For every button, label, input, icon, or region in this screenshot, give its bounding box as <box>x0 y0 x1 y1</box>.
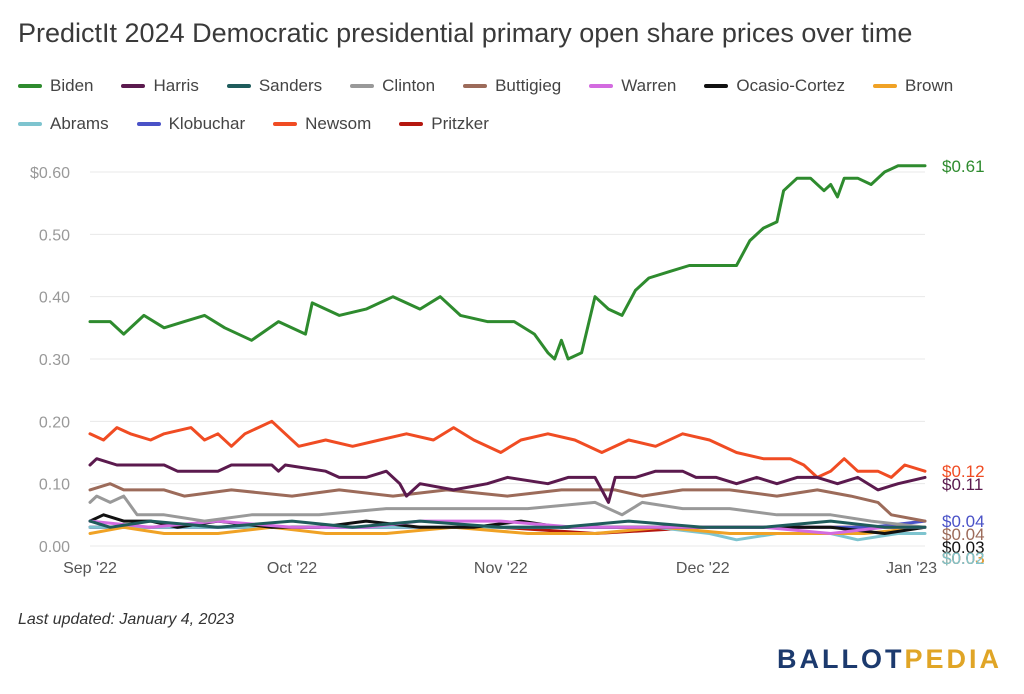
legend-swatch <box>399 122 424 126</box>
logo-part-pedia: PEDIA <box>904 644 1002 674</box>
series-line-clinton <box>88 494 927 529</box>
legend-item-pritzker: Pritzker <box>399 112 489 136</box>
x-tick-label: Oct '22 <box>267 560 317 577</box>
legend-item-abrams: Abrams <box>18 112 109 136</box>
end-label-klobuchar: $0.04 <box>942 512 985 531</box>
legend-swatch <box>704 84 729 88</box>
legend-label: Warren <box>621 76 677 95</box>
end-label-abrams: $0.02 <box>942 549 985 568</box>
legend-label: Abrams <box>50 114 109 133</box>
legend-label: Ocasio-Cortez <box>736 76 845 95</box>
legend-item-harris: Harris <box>121 74 199 98</box>
legend-swatch <box>873 84 897 88</box>
legend-swatch <box>226 84 251 88</box>
series-line-warren <box>88 519 927 535</box>
legend-label: Pritzker <box>431 114 489 133</box>
legend-item-klobuchar: Klobuchar <box>136 112 246 136</box>
series-line-newsom <box>88 419 927 479</box>
y-tick-label: 0.40 <box>39 290 70 307</box>
y-tick-label: 0.20 <box>39 414 70 431</box>
series-line-biden <box>88 164 927 361</box>
legend-label: Sanders <box>258 76 323 95</box>
series-line-sanders <box>88 519 927 529</box>
legend-item-warren: Warren <box>589 74 676 98</box>
x-tick-label: Jan '23 <box>886 560 937 577</box>
legend-swatch <box>350 84 375 88</box>
legend-label: Biden <box>50 76 94 95</box>
series-line-harris <box>88 457 927 504</box>
legend-label: Brown <box>905 76 954 95</box>
legend-swatch <box>18 84 42 88</box>
end-label-ocasio-cortez: $0.03 <box>942 538 985 557</box>
y-tick-label: 0.10 <box>39 477 70 494</box>
end-label-harris: $0.11 <box>942 475 983 494</box>
series-line-buttigieg <box>88 482 927 523</box>
legend-label: Buttigieg <box>495 76 562 95</box>
ballotpedia-logo: BALLOTPEDIA <box>777 644 1002 675</box>
legend-swatch <box>273 122 298 126</box>
y-tick-label: 0.30 <box>39 352 70 369</box>
legend-label: Harris <box>153 76 199 95</box>
legend-item-buttigieg: Buttigieg <box>463 74 561 98</box>
legend-item-newsom: Newsom <box>273 112 371 136</box>
legend-item-sanders: Sanders <box>226 74 323 98</box>
legend-item-clinton: Clinton <box>350 74 435 98</box>
logo-part-ballot: BALLOT <box>776 644 905 674</box>
legend-swatch <box>18 122 42 126</box>
last-updated-note: Last updated: January 4, 2023 <box>18 611 235 628</box>
chart-legend: Biden Harris Sanders Clinton Buttigieg Warren… <box>18 74 1008 136</box>
legend-item-biden: Biden <box>18 74 93 98</box>
end-label-sanders: $0.03 <box>942 549 985 568</box>
end-label-brown: $0.03 <box>942 549 985 568</box>
end-label-warren: $0.03 <box>942 549 985 568</box>
y-tick-label: 0.00 <box>39 539 70 556</box>
legend-swatch <box>136 122 161 126</box>
legend-item-ocasio-cortez: Ocasio-Cortez <box>704 74 845 98</box>
end-label-newsom: $0.12 <box>942 462 985 481</box>
legend-swatch <box>121 84 146 88</box>
legend-swatch <box>463 84 488 88</box>
legend-label: Klobuchar <box>168 114 246 133</box>
x-tick-label: Sep '22 <box>63 560 117 577</box>
legend-label: Newsom <box>305 114 372 133</box>
end-label-clinton: $0.03 <box>942 549 985 568</box>
end-label-biden: $0.61 <box>942 157 985 176</box>
end-label-buttigieg: $0.04 <box>942 525 985 544</box>
legend-swatch <box>589 84 614 88</box>
x-tick-label: Dec '22 <box>676 560 730 577</box>
y-tick-label: 0.50 <box>39 227 70 244</box>
chart-title: PredictIt 2024 Democratic presidential p… <box>18 18 913 48</box>
y-tick-label: $0.60 <box>30 165 70 182</box>
x-tick-label: Nov '22 <box>474 560 528 577</box>
legend-item-brown: Brown <box>873 74 953 98</box>
legend-label: Clinton <box>382 76 436 95</box>
